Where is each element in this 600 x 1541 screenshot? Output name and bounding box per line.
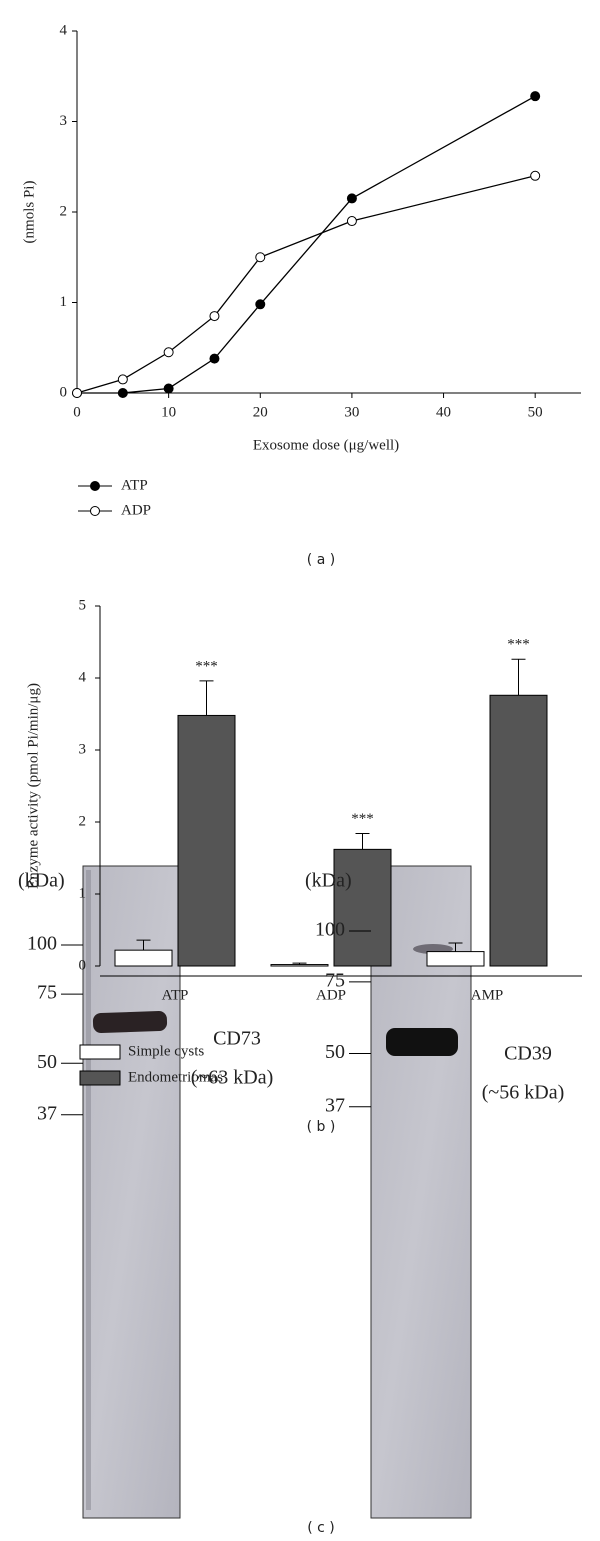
blot-unit: (kDa) <box>18 870 65 892</box>
x-tick-label: ATP <box>162 987 189 1003</box>
marker-label: 100 <box>27 933 57 955</box>
significance: *** <box>195 658 218 674</box>
marker-label: 37 <box>37 1102 57 1124</box>
y-tick-label: 4 <box>79 669 87 685</box>
legend-swatch <box>79 1044 121 1060</box>
y-tick-label: 0 <box>79 957 87 973</box>
data-point <box>346 216 357 227</box>
bar <box>177 714 236 967</box>
data-line <box>77 95 536 394</box>
legend-marker <box>90 481 100 491</box>
y-tick-label: 0 <box>60 384 68 400</box>
blot-band <box>386 1028 458 1056</box>
error-bar <box>511 658 526 696</box>
y-tick-label: 1 <box>79 885 87 901</box>
blot-edge <box>86 870 91 1510</box>
data-point <box>163 383 174 394</box>
significance: *** <box>507 637 530 653</box>
protein-size: (~56 kDa) <box>482 1082 564 1104</box>
legend-label: ADP <box>121 502 151 518</box>
marker-label: 100 <box>315 919 345 941</box>
data-point <box>530 91 541 102</box>
x-tick-label: 50 <box>528 404 543 420</box>
legend-swatch <box>79 1070 121 1086</box>
protein-name: CD39 <box>504 1043 552 1065</box>
bar <box>426 951 485 967</box>
x-tick-label: ADP <box>316 987 346 1003</box>
legend-marker <box>90 506 100 516</box>
x-tick-label: AMP <box>471 987 504 1003</box>
y-axis-label: (nmols Pi) <box>21 181 37 244</box>
marker-label: 75 <box>325 969 345 991</box>
data-point <box>530 170 541 181</box>
panel-label: ( c ) <box>307 1520 335 1536</box>
x-tick-label: 10 <box>161 404 176 420</box>
x-axis-label: Exosome dose (μg/well) <box>253 437 399 453</box>
y-tick-label: 2 <box>79 813 87 829</box>
y-tick-label: 4 <box>60 22 68 38</box>
significance: *** <box>351 811 374 827</box>
data-point <box>346 193 357 204</box>
marker-label: 50 <box>37 1051 57 1073</box>
x-tick-label: 20 <box>253 404 268 420</box>
marker-label: 75 <box>37 982 57 1004</box>
data-point <box>255 252 266 263</box>
data-point <box>163 347 174 358</box>
legend-label: Simple cysts <box>128 1043 204 1059</box>
blot-band <box>92 1010 168 1034</box>
bar <box>114 949 173 967</box>
data-point <box>117 388 128 398</box>
x-tick-label: 40 <box>436 404 451 420</box>
data-point <box>209 353 220 364</box>
x-tick-label: 30 <box>344 404 359 420</box>
blot-unit: (kDa) <box>305 870 352 892</box>
bar <box>333 848 392 967</box>
error-bar <box>292 962 307 965</box>
legend-label: ATP <box>121 477 148 493</box>
data-point <box>117 374 128 385</box>
blot-membrane <box>370 865 472 1519</box>
error-bar <box>448 942 463 952</box>
marker-label: 37 <box>325 1094 345 1116</box>
x-tick-label: 0 <box>73 404 81 420</box>
error-bar <box>199 680 214 716</box>
y-tick-label: 2 <box>60 203 68 219</box>
y-tick-label: 5 <box>79 597 87 613</box>
data-point <box>255 299 266 310</box>
blot-membrane <box>82 865 181 1519</box>
marker-label: 50 <box>325 1041 345 1063</box>
data-line <box>76 175 536 394</box>
y-axis-label: Enzyme activity (pmol Pi/min/μg) <box>25 683 41 889</box>
panel-label: ( a ) <box>307 552 335 568</box>
y-tick-label: 1 <box>60 294 68 310</box>
error-bar <box>136 939 151 951</box>
legend-label: Endometriomas <box>128 1069 223 1085</box>
bar <box>270 964 329 967</box>
data-point <box>72 388 82 398</box>
data-point <box>209 311 220 322</box>
protein-name: CD73 <box>213 1028 261 1050</box>
y-tick-label: 3 <box>60 113 68 129</box>
bar <box>489 694 548 967</box>
protein-size: (~63 kDa) <box>191 1067 273 1089</box>
y-tick-label: 3 <box>79 741 87 757</box>
error-bar <box>355 833 370 850</box>
panel-label: ( b ) <box>307 1119 336 1135</box>
